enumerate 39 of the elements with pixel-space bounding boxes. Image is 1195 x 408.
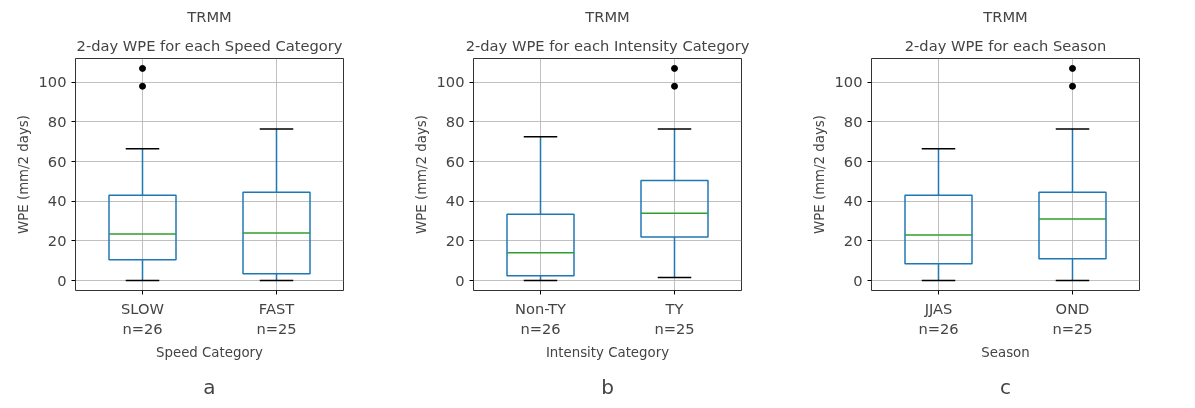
- y-tick-label: 20: [445, 231, 465, 249]
- y-axis-title: WPE (mm/2 days): [413, 115, 429, 234]
- y-tick-label: 100: [38, 73, 67, 91]
- y-tick-label: 100: [834, 73, 863, 91]
- y-tick-label: 20: [47, 231, 67, 249]
- text: a: [203, 374, 216, 399]
- y-axis-title: WPE (mm/2 days): [811, 115, 827, 234]
- chart-subtitle: 2-day WPE for each Season: [904, 36, 1107, 54]
- y-tick-label: 0: [853, 271, 863, 289]
- y-tick-label: 60: [445, 152, 465, 170]
- x-tick-label: SLOW n=26: [121, 299, 165, 337]
- x-tick-label: OND n=25: [1052, 299, 1093, 337]
- y-tick-label: 80: [445, 112, 465, 130]
- y-tick-label: 40: [47, 192, 67, 210]
- chart-subtitle: 2-day WPE for each Speed Category: [76, 36, 343, 54]
- y-tick-label: 20: [843, 231, 863, 249]
- x-tick-label: TY n=25: [654, 299, 695, 337]
- chart-title: TRMM: [584, 7, 630, 25]
- x-axis-title: Season: [981, 344, 1030, 360]
- x-axis-title: Intensity Category: [545, 344, 670, 360]
- text: c: [1000, 374, 1011, 399]
- y-tick-label: 40: [445, 192, 465, 210]
- chart-title: TRMM: [186, 7, 232, 25]
- x-tick-label: Non-TY n=26: [514, 299, 567, 337]
- y-tick-label: 0: [455, 271, 465, 289]
- x-tick-label: FAST n=25: [256, 299, 297, 337]
- x-tick-label: JJAS n=26: [918, 299, 959, 337]
- y-tick-label: 100: [436, 73, 465, 91]
- y-tick-label: 80: [47, 112, 67, 130]
- y-tick-label: 40: [843, 192, 863, 210]
- chart-subtitle: 2-day WPE for each Intensity Category: [465, 36, 750, 54]
- y-tick-label: 60: [843, 152, 863, 170]
- x-axis-title: Speed Category: [156, 344, 264, 360]
- y-tick-label: 0: [57, 271, 67, 289]
- y-tick-label: 60: [47, 152, 67, 170]
- y-axis-title: WPE (mm/2 days): [15, 115, 31, 234]
- text: b: [601, 374, 614, 399]
- y-tick-label: 80: [843, 112, 863, 130]
- chart-title: TRMM: [982, 7, 1028, 25]
